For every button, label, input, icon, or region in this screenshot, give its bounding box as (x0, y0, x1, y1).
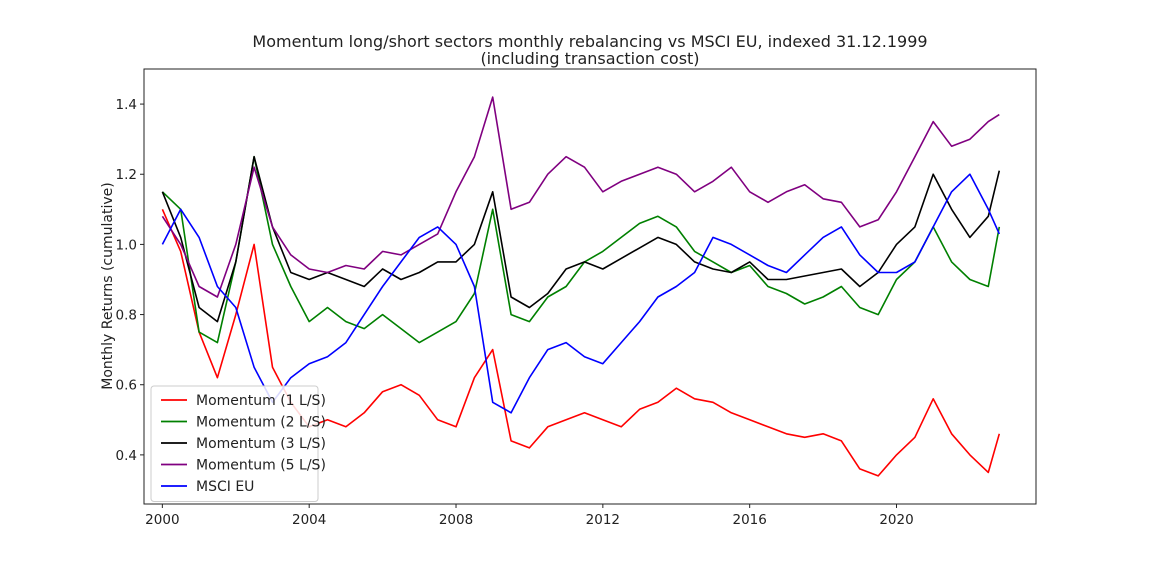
legend: Momentum (1 L/S) Momentum (2 L/S) Momentum… (150, 385, 326, 502)
axes-layer: 2000 2004 2008 2012 2016 2020 0.4 0.6 0.8 1.0 1.2 1… (116, 68, 1037, 528)
y-tick-label: 0.8 (116, 308, 137, 324)
chart-subtitle: (including transaction cost) (480, 49, 699, 68)
x-tick-label: 2008 (439, 512, 473, 528)
legend-box (150, 385, 319, 502)
series-line-3 (161, 155, 1001, 323)
y-tick-label: 1.4 (116, 97, 137, 113)
y-tick-label: 0.6 (116, 378, 137, 394)
plot-frame (143, 68, 1037, 505)
legend-label: MSCI EU (196, 479, 254, 495)
legend-label: Momentum (3 L/S) (196, 436, 326, 452)
x-tick-label: 2004 (292, 512, 326, 528)
series-line-5 (161, 173, 1001, 414)
series-layer (161, 96, 1001, 477)
x-tick-label: 2000 (145, 512, 179, 528)
x-tick-label: 2012 (586, 512, 620, 528)
y-tick-label: 0.4 (116, 448, 137, 464)
legend-label: Momentum (1 L/S) (196, 393, 326, 409)
x-tick-label: 2020 (879, 512, 913, 528)
y-tick-label: 1.0 (116, 237, 137, 253)
x-tick-label: 2016 (732, 512, 766, 528)
y-tick-label: 1.2 (116, 167, 137, 183)
chart-title: Momentum long/short sectors monthly reba… (252, 32, 927, 51)
legend-label: Momentum (2 L/S) (196, 415, 326, 431)
series-line-4 (161, 96, 1000, 298)
y-axis-label: Monthly Returns (cumulative) (100, 182, 116, 389)
legend-label: Momentum (5 L/S) (196, 458, 326, 474)
